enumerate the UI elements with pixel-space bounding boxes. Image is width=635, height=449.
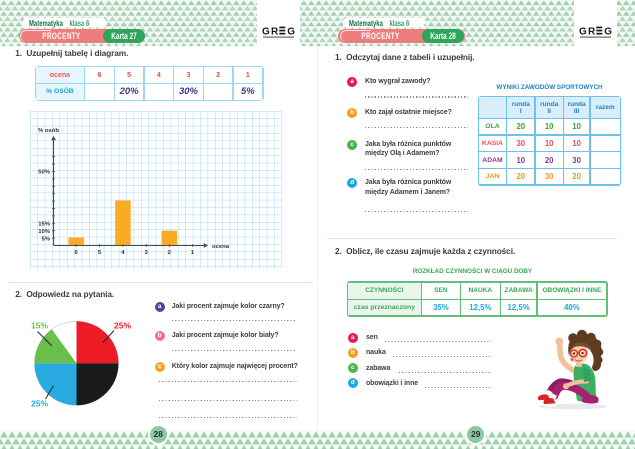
svg-text:GR: GR	[579, 27, 596, 38]
svg-text:5%: 5%	[41, 236, 50, 242]
svg-text:15%: 15%	[31, 321, 48, 331]
svg-text:ocena: ocena	[212, 244, 230, 250]
svg-text:25%: 25%	[114, 321, 131, 331]
svg-text:G: G	[604, 27, 612, 38]
svg-text:1: 1	[190, 250, 194, 256]
svg-text:6: 6	[74, 250, 78, 256]
svg-text:10%: 10%	[38, 229, 51, 235]
svg-text:3: 3	[144, 250, 148, 256]
svg-text:2: 2	[167, 250, 171, 256]
svg-text:4: 4	[121, 250, 125, 256]
svg-text:15%: 15%	[38, 222, 51, 228]
svg-text:GR: GR	[262, 27, 279, 38]
svg-text:G: G	[287, 27, 295, 38]
svg-text:50%: 50%	[38, 170, 51, 176]
svg-text:% osób: % osób	[38, 128, 59, 134]
svg-text:5: 5	[97, 250, 101, 256]
svg-text:25%: 25%	[31, 399, 48, 409]
